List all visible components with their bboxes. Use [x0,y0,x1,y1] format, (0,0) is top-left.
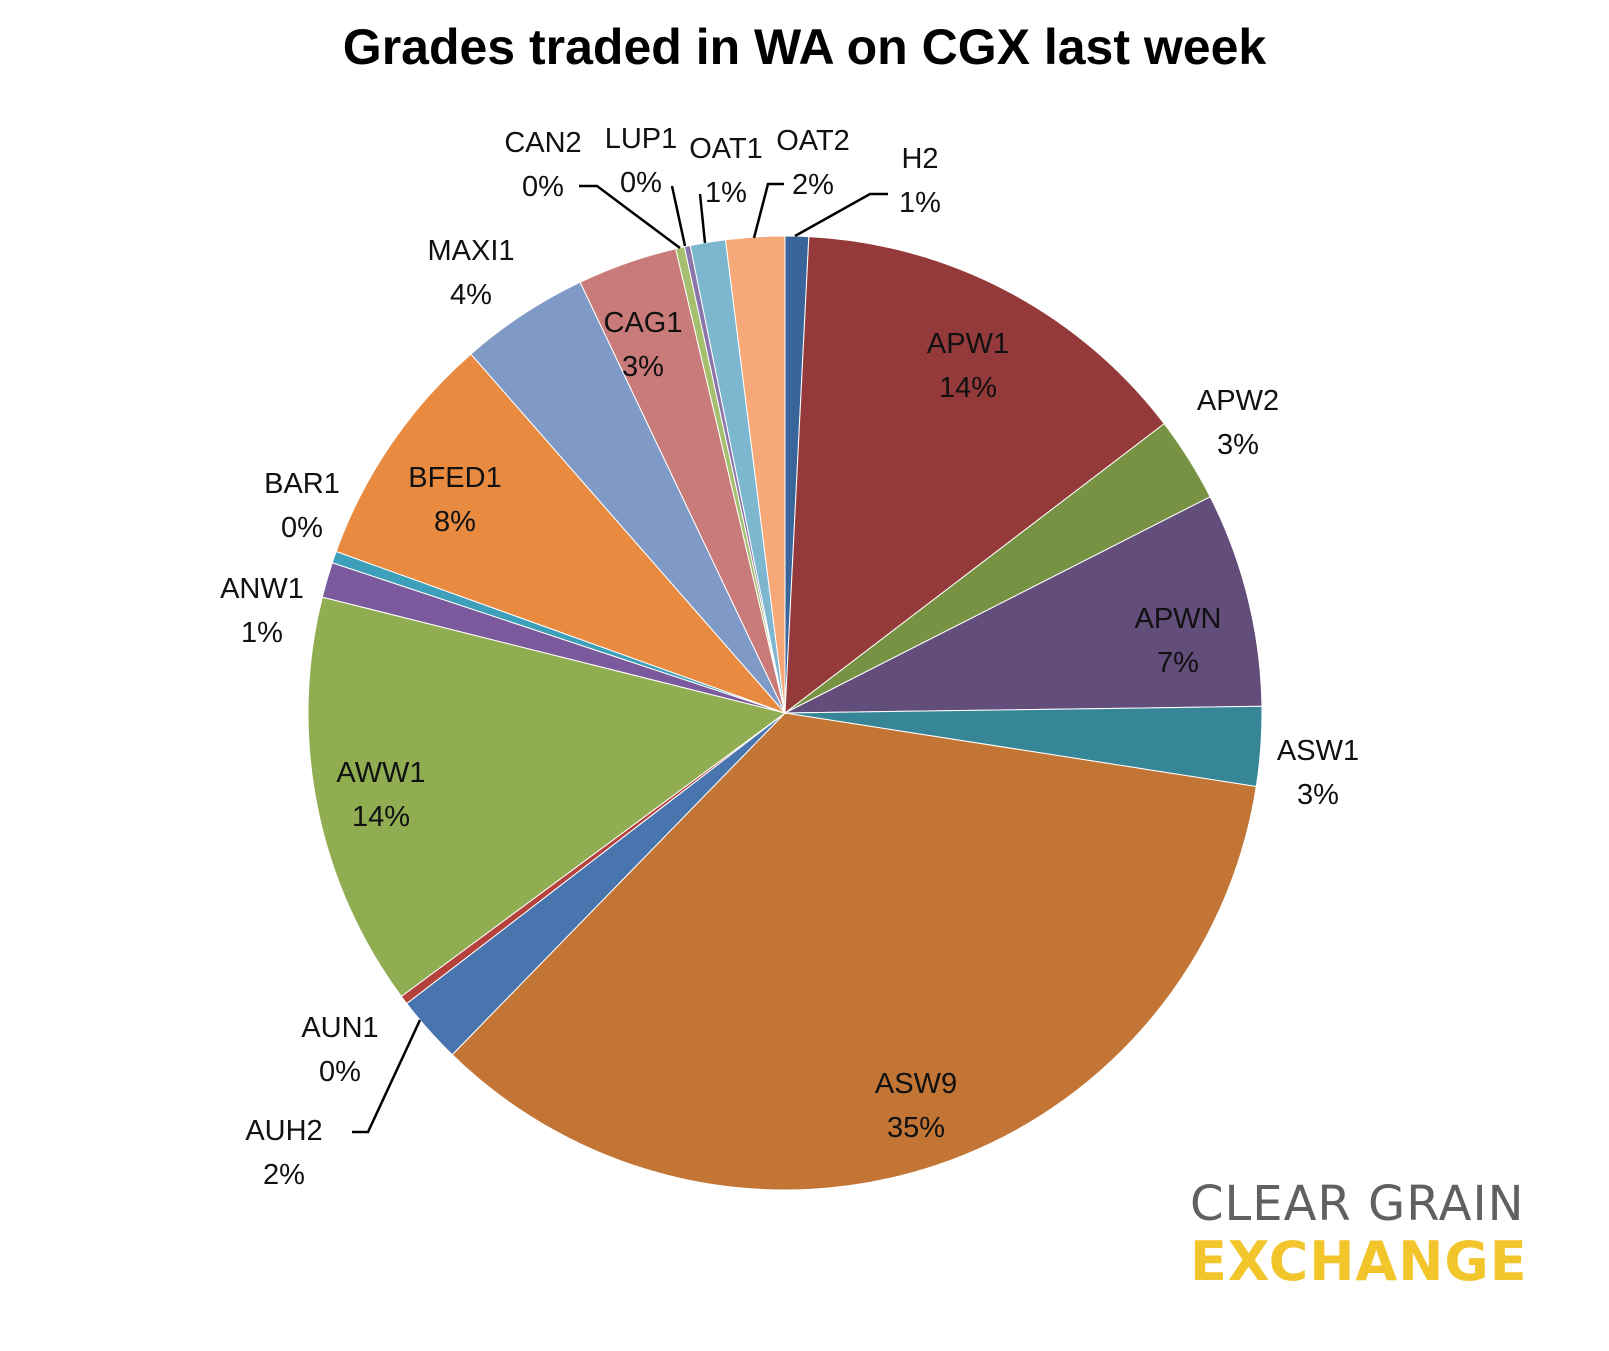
slice-label-percent: 3% [1297,779,1339,811]
slice-label-lup1: LUP1 0% [605,123,678,199]
slice-label-percent: 0% [319,1056,361,1088]
slice-label-percent: 2% [263,1159,305,1191]
pie-slices [307,235,1263,1191]
slice-label-name: CAG1 [604,307,683,339]
slice-label-percent: 14% [939,372,997,404]
slice-label-name: APW2 [1197,385,1279,417]
slice-label-asw1: ASW1 3% [1277,735,1359,811]
slice-label-name: H2 [901,143,938,175]
slice-label-asw9: ASW9 35% [875,1068,957,1144]
slice-label-name: BAR1 [264,468,340,500]
slice-label-aun1: AUN1 0% [301,1012,378,1088]
pie-slice-asw9 [451,712,1257,1191]
slice-label-percent: 1% [241,617,283,649]
slice-label-apw2: APW2 3% [1197,385,1279,461]
slice-labels: H2 1%APW1 14% APW2 3%APWN 7%ASW1 3%ASW9 35%AUH2… [220,123,1359,1191]
slice-label-h2: H2 1% [899,143,941,219]
slice-label-percent: 0% [620,167,662,199]
slice-label-cag1: CAG1 3% [604,307,683,383]
slice-label-percent: 4% [450,279,492,311]
slice-label-bar1: BAR1 0% [264,468,340,544]
slice-label-percent: 14% [352,801,410,833]
slice-label-name: LUP1 [605,123,678,155]
leader-line-auh2 [352,1019,422,1134]
pie-slice-aww1 [307,596,787,998]
slice-label-name: CAN2 [504,127,581,159]
leader-line-lup1 [670,185,687,247]
slice-label-name: AUN1 [301,1012,378,1044]
slice-label-name: ANW1 [220,573,304,605]
slice-label-percent: 3% [1217,429,1259,461]
chart-title: Grades traded in WA on CGX last week [342,19,1267,75]
pie-slice-bfed1 [335,353,787,715]
slice-label-name: ASW9 [875,1068,957,1100]
pie-slice-apw1 [784,236,1165,715]
slice-label-name: AUH2 [245,1115,322,1147]
slice-label-percent: 8% [434,506,476,538]
leader-line-h2 [794,192,888,238]
leader-lines [352,182,888,1134]
slice-label-percent: 1% [705,177,747,209]
slice-label-maxi1: MAXI1 4% [427,235,514,311]
slice-label-oat1: OAT1 1% [689,133,763,209]
slice-label-percent: 0% [522,171,564,203]
slice-label-bfed1: BFED1 8% [408,462,501,538]
slice-label-auh2: AUH2 2% [245,1115,322,1191]
slice-label-aww1: AWW1 14% [336,757,425,833]
slice-label-percent: 35% [887,1112,945,1144]
slice-label-percent: 1% [899,187,941,219]
slice-label-percent: 0% [281,512,323,544]
leader-line-oat1 [698,193,707,244]
slice-label-name: BFED1 [408,462,501,494]
slice-label-name: OAT1 [689,133,763,165]
slice-label-oat2: OAT2 2% [776,125,850,201]
slice-label-percent: 3% [622,351,664,383]
clear-grain-exchange-logo: CLEAR GRAIN EXCHANGE [1190,1178,1580,1290]
logo-line1: CLEAR GRAIN [1190,1176,1525,1232]
slice-label-can2: CAN2 0% [504,127,581,203]
leader-line-oat2 [752,182,784,239]
logo-line2-text: EXCHANGE [1190,1234,1528,1290]
leader-line-can2 [579,184,681,250]
slice-label-name: MAXI1 [427,235,514,267]
slice-label-name: OAT2 [776,125,850,157]
logo-line2: EXCHANGE [1190,1234,1580,1290]
slice-label-apwn: APWN 7% [1135,603,1222,679]
slice-label-percent: 7% [1157,647,1199,679]
slice-label-anw1: ANW1 1% [220,573,304,649]
slice-label-name: ASW1 [1277,735,1359,767]
slice-label-name: AWW1 [336,757,425,789]
slice-label-name: APW1 [927,328,1009,360]
slice-label-percent: 2% [792,169,834,201]
slice-label-name: APWN [1135,603,1222,635]
pie-slice-apwn [784,496,1263,714]
slice-label-apw1: APW1 14% [927,328,1009,404]
